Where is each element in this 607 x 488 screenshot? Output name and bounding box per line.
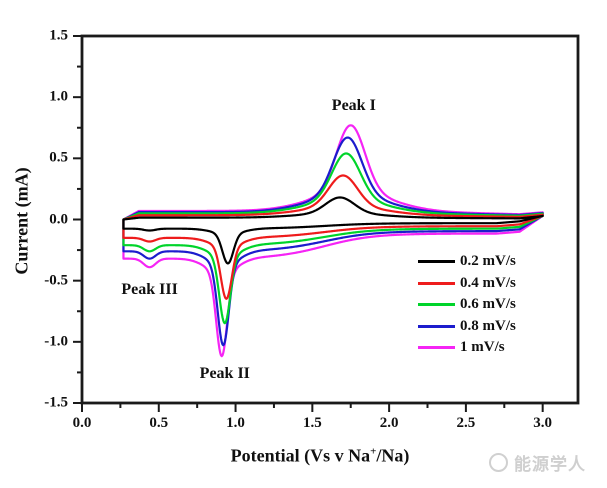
annotation-peak-2: Peak II	[199, 364, 250, 382]
watermark-logo-icon	[489, 453, 508, 472]
legend-line-swatch	[418, 346, 455, 350]
legend-item: 0.6 mV/s	[418, 294, 516, 316]
y-tick-label: -0.5	[44, 272, 68, 289]
watermark: 能源学人	[489, 450, 586, 475]
y-tick-label: 1.5	[49, 27, 68, 44]
x-axis-title-post: /Na)	[376, 445, 410, 466]
legend: 0.2 mV/s 0.4 mV/s 0.6 mV/s 0.8 mV/s 1 mV…	[418, 251, 516, 359]
x-tick-label: 3.0	[533, 415, 553, 431]
axis-ticks	[73, 35, 544, 412]
annotation-peak-1: Peak I	[331, 96, 376, 114]
cv-curve-0.2	[122, 196, 544, 265]
x-axis-title-pre: Potential (Vs v Na	[230, 445, 371, 466]
legend-label: 0.6 mV/s	[460, 296, 516, 313]
legend-label: 0.2 mV/s	[460, 253, 516, 270]
y-axis-title: Current (mA)	[11, 167, 32, 275]
legend-label: 0.8 mV/s	[460, 317, 516, 334]
x-tick-label: 0.0	[72, 415, 92, 431]
x-tick-label: 1.0	[226, 415, 245, 431]
legend-label: 1 mV/s	[460, 339, 505, 356]
legend-label: 0.4 mV/s	[460, 274, 516, 291]
watermark-text: 能源学人	[514, 455, 586, 474]
legend-item: 0.4 mV/s	[418, 273, 516, 295]
annotation-peak-3: Peak III	[121, 281, 178, 299]
legend-item: 0.2 mV/s	[418, 251, 516, 273]
legend-line-swatch	[418, 324, 455, 328]
y-tick-label: -1.0	[44, 333, 68, 350]
x-tick-label: 1.5	[302, 415, 322, 431]
legend-item: 0.8 mV/s	[418, 316, 516, 338]
y-tick-label: -1.5	[44, 394, 68, 411]
y-tick-label: 0.0	[49, 211, 68, 227]
x-tick-label: 0.5	[149, 415, 169, 431]
y-tick-label: 0.5	[49, 149, 68, 166]
legend-line-swatch	[418, 281, 455, 285]
legend-line-swatch	[418, 303, 455, 307]
x-axis-title: Potential (Vs v Na+/Na)	[231, 446, 410, 467]
legend-line-swatch	[418, 260, 455, 264]
y-tick-label: 1.0	[49, 88, 68, 105]
x-axis-title-sup: +	[370, 445, 377, 458]
x-tick-label: 2.5	[456, 415, 476, 431]
x-tick-label: 2.0	[379, 415, 399, 431]
legend-item: 1 mV/s	[418, 337, 516, 359]
